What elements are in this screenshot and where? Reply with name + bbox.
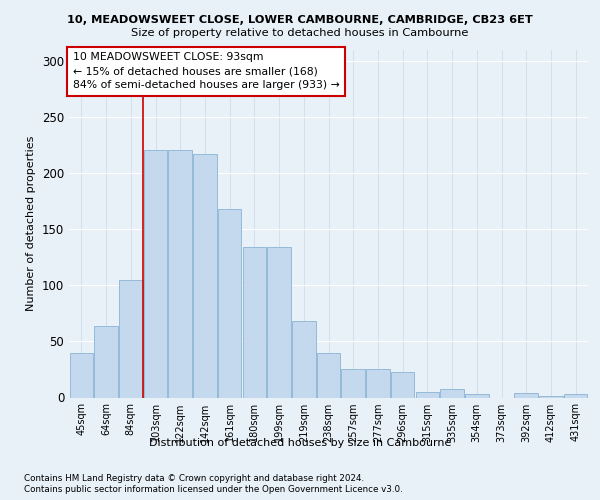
Bar [341,370,365,398]
Text: 10 MEADOWSWEET CLOSE: 93sqm
← 15% of detached houses are smaller (168)
84% of se: 10 MEADOWSWEET CLOSE: 93sqm ← 15% of det… [73,52,340,90]
Y-axis label: Number of detached properties: Number of detached properties [26,136,37,312]
Text: Contains public sector information licensed under the Open Government Licence v3: Contains public sector information licen… [24,485,403,494]
Bar [514,393,538,398]
Text: Size of property relative to detached houses in Cambourne: Size of property relative to detached ho… [131,28,469,38]
Bar [193,154,217,398]
Bar [292,322,316,398]
Bar [416,392,439,398]
Bar [119,280,143,398]
Bar [169,150,192,398]
Bar [218,209,241,398]
Bar [440,388,464,398]
Text: Distribution of detached houses by size in Cambourne: Distribution of detached houses by size … [149,438,451,448]
Bar [268,248,291,398]
Bar [242,248,266,398]
Bar [391,372,415,398]
Bar [366,370,389,398]
Bar [144,150,167,398]
Bar [539,396,563,398]
Bar [94,326,118,398]
Bar [465,394,488,398]
Text: 10, MEADOWSWEET CLOSE, LOWER CAMBOURNE, CAMBRIDGE, CB23 6ET: 10, MEADOWSWEET CLOSE, LOWER CAMBOURNE, … [67,15,533,25]
Bar [70,352,93,398]
Bar [317,352,340,398]
Bar [564,394,587,398]
Text: Contains HM Land Registry data © Crown copyright and database right 2024.: Contains HM Land Registry data © Crown c… [24,474,364,483]
